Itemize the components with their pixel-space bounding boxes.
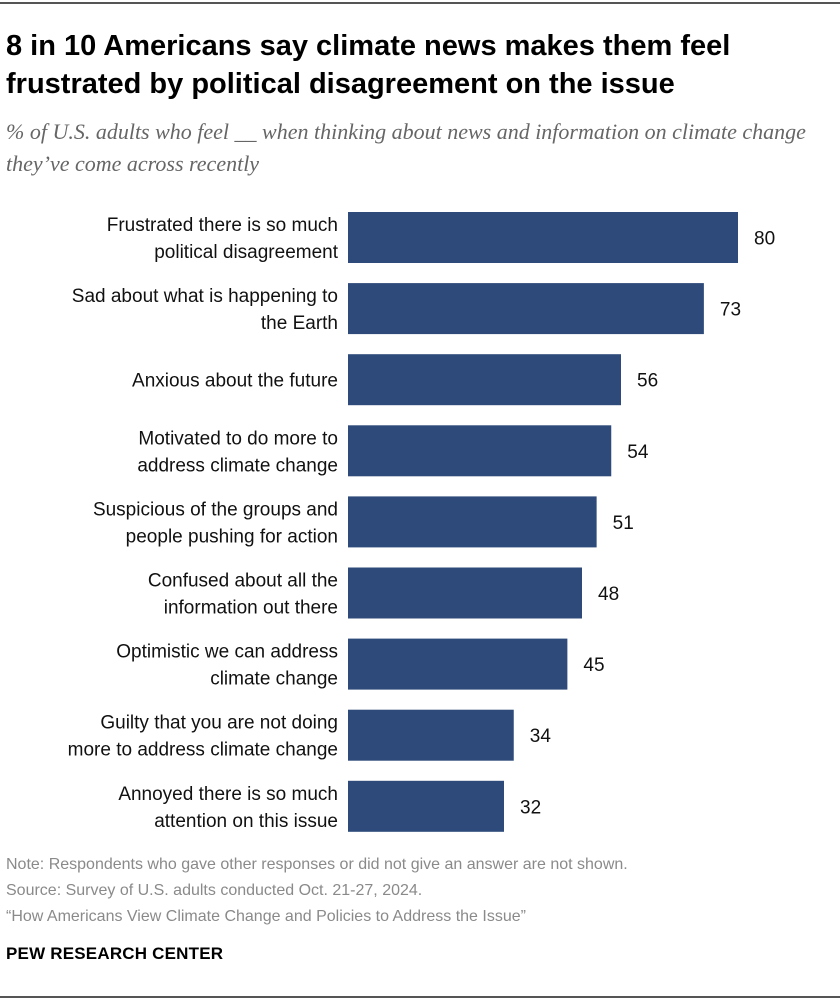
value-label-6: 48: [598, 584, 619, 605]
category-label-1: Frustrated there is so much political dis…: [107, 215, 339, 263]
category-label-6: Confused about all the information out th…: [148, 571, 338, 619]
bottom-rule: [0, 996, 840, 998]
bar-chart: 80 Frustrated there is so much political d…: [68, 212, 775, 832]
bar-5: [348, 496, 597, 548]
top-rule: [0, 2, 840, 4]
value-label-8: 34: [530, 726, 552, 747]
org-name: PEW RESEARCH CENTER: [6, 944, 224, 963]
value-label-9: 32: [520, 797, 541, 818]
report-title: “How Americans View Climate Change and P…: [6, 908, 526, 925]
bar-7: [348, 638, 568, 690]
category-label-8: Guilty that you are not doing more to add…: [68, 713, 338, 761]
value-label-2: 73: [720, 300, 741, 321]
chart-subtitle: % of U.S. adults who feel __ when thinki…: [6, 119, 806, 176]
value-label-5: 51: [613, 513, 634, 534]
category-label-7: Optimistic we can address climate change: [116, 642, 338, 690]
category-label-5: Suspicious of the groups and people pushi…: [93, 499, 338, 547]
bar-1: [348, 212, 738, 263]
value-label-3: 56: [637, 371, 658, 392]
category-label-9: Annoyed there is so much attention on thi…: [118, 784, 338, 832]
bar-8: [348, 709, 514, 761]
chart-title: 8 in 10 Americans say climate news makes…: [6, 30, 731, 100]
category-label-3: Anxious about the future: [132, 371, 338, 392]
value-label-7: 45: [583, 655, 604, 676]
source-text: Source: Survey of U.S. adults conducted …: [6, 882, 423, 899]
value-label-4: 54: [627, 442, 649, 463]
bar-9: [348, 780, 504, 832]
bar-2: [348, 283, 704, 335]
bar-4: [348, 425, 612, 477]
note-text: Note: Respondents who gave other respons…: [6, 856, 628, 873]
category-label-2: Sad about what is happening to the Earth: [72, 286, 338, 334]
bar-3: [348, 354, 621, 406]
value-label-1: 80: [754, 229, 775, 250]
bar-6: [348, 567, 582, 619]
category-label-4: Motivated to do more to address climate c…: [137, 428, 338, 476]
